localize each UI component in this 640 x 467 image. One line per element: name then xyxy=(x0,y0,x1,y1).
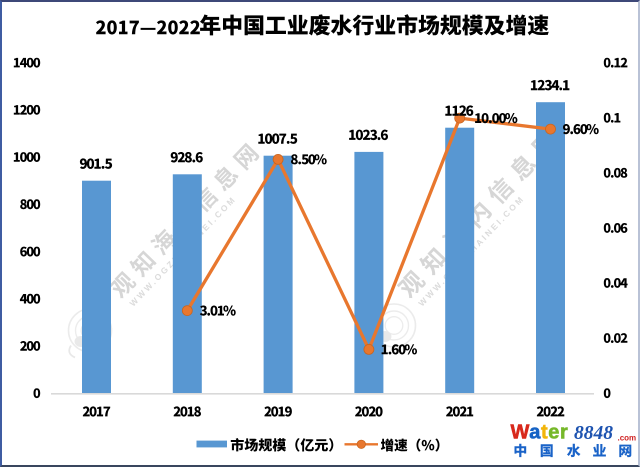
svg-text:.com: .com xyxy=(618,434,637,443)
svg-text:8848: 8848 xyxy=(574,423,613,444)
svg-text:Water: Water xyxy=(511,422,569,444)
